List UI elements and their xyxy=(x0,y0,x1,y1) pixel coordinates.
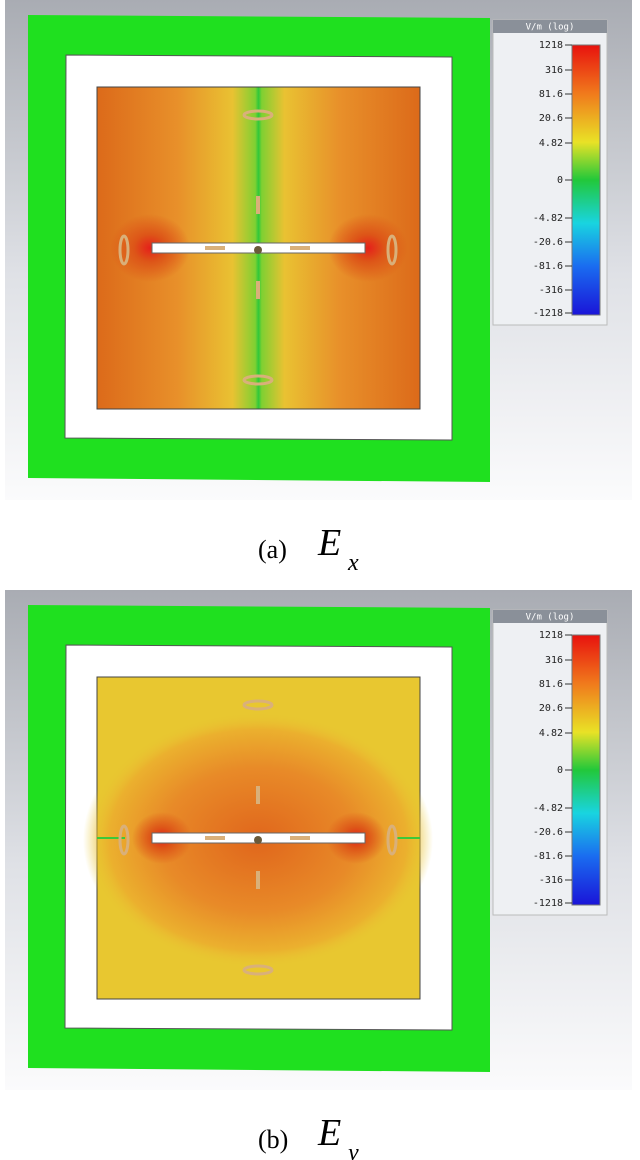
probe xyxy=(386,824,398,856)
caption-label: (a) xyxy=(258,535,287,564)
probe xyxy=(242,699,274,711)
legend-header xyxy=(493,610,607,623)
arrow xyxy=(256,281,260,299)
arrow xyxy=(290,246,310,250)
legend-tick-label: 316 xyxy=(545,65,563,76)
legend-tick-label: -4.82 xyxy=(533,213,563,224)
legend-tick-label: 81.6 xyxy=(539,679,563,690)
legend-title: V/m (log) xyxy=(526,613,575,623)
legend-header xyxy=(493,20,607,33)
legend-tick-label: -316 xyxy=(539,285,563,296)
caption-subscript: x xyxy=(347,550,359,576)
caption-symbol: E xyxy=(317,1112,341,1154)
caption-symbol: E xyxy=(317,522,341,564)
legend-tick-label: -81.6 xyxy=(533,851,563,862)
caption-subscript: y xyxy=(346,1140,359,1160)
legend-tick-label: 316 xyxy=(545,655,563,666)
hot-spot xyxy=(110,214,190,282)
legend-tick-label: 81.6 xyxy=(539,89,563,100)
legend-tick-label: 4.82 xyxy=(539,138,563,149)
arrow xyxy=(205,836,225,840)
panel: V/m (log) 1218 316 81.6 20.6 4.82 0 -4.82 -20.6 -… xyxy=(5,0,632,576)
legend-tick-label: 0 xyxy=(557,175,563,186)
legend-tick-label: 1218 xyxy=(539,40,563,51)
legend-tick-label: 20.6 xyxy=(539,113,563,124)
probe xyxy=(118,234,130,266)
probe xyxy=(242,964,274,976)
probe xyxy=(242,109,274,121)
arrow xyxy=(256,786,260,804)
legend-title: V/m (log) xyxy=(526,23,575,33)
color-bar xyxy=(571,634,601,906)
legend-tick-label: -1218 xyxy=(533,308,563,319)
legend-tick-label: 1218 xyxy=(539,630,563,641)
feed xyxy=(254,246,262,254)
probe xyxy=(386,234,398,266)
legend-tick-label: -1218 xyxy=(533,898,563,909)
panel: V/m (log) 1218 316 81.6 20.6 4.82 0 -4.82 -20.6 -… xyxy=(5,590,632,1160)
feed xyxy=(254,836,262,844)
legend-tick-label: -316 xyxy=(539,875,563,886)
legend-tick-label: -20.6 xyxy=(533,237,563,248)
legend-tick-label: -4.82 xyxy=(533,803,563,814)
color-bar xyxy=(571,44,601,316)
probe xyxy=(118,824,130,856)
legend-tick-label: 4.82 xyxy=(539,728,563,739)
arrow xyxy=(256,871,260,889)
hot-spot xyxy=(328,214,408,282)
probe xyxy=(242,374,274,386)
legend-tick-label: 0 xyxy=(557,765,563,776)
legend-tick-label: -20.6 xyxy=(533,827,563,838)
arrow xyxy=(256,196,260,214)
caption-label: (b) xyxy=(258,1125,288,1154)
arrow xyxy=(290,836,310,840)
legend-tick-label: -81.6 xyxy=(533,261,563,272)
legend-tick-label: 20.6 xyxy=(539,703,563,714)
arrow xyxy=(205,246,225,250)
